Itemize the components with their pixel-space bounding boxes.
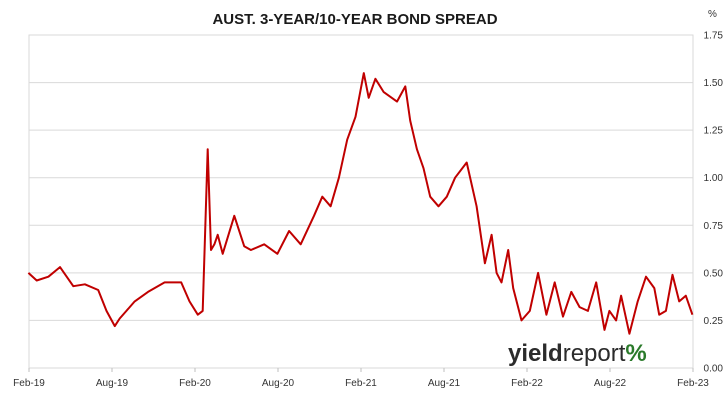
y-tick-label: 0.50	[704, 268, 724, 279]
y-axis: 0.00 0.25 0.50 0.75 1.00 1.25 1.50 1.75	[704, 31, 724, 375]
x-axis: Feb-19 Aug-19 Feb-20 Aug-20 Feb-21 Aug-21 Feb-…	[13, 368, 709, 389]
x-tick-label: Aug-19	[96, 378, 129, 389]
y-tick-label: 1.00	[704, 173, 724, 184]
y-tick-label: 0.25	[704, 316, 724, 327]
x-tick-label: Feb-23	[677, 378, 709, 389]
y-tick-label: 1.25	[704, 126, 724, 137]
x-tick-label: Aug-20	[262, 378, 295, 389]
y-tick-label: 1.50	[704, 78, 724, 89]
y-tick-label: 0.00	[704, 364, 724, 375]
watermark-logo: yieldreport%	[508, 340, 647, 367]
x-tick-label: Feb-21	[345, 378, 377, 389]
watermark-part2: report	[563, 340, 626, 367]
x-tick-label: Feb-20	[179, 378, 211, 389]
x-tick-label: Feb-19	[13, 378, 45, 389]
series-line-0	[27, 72, 694, 335]
series-layer	[27, 72, 694, 335]
x-tick-label: Feb-22	[511, 378, 543, 389]
watermark-part3: %	[625, 340, 646, 367]
y-unit-label: %	[708, 9, 717, 20]
watermark-part1: yield	[508, 340, 563, 367]
y-tick-label: 1.75	[704, 31, 724, 42]
x-tick-label: Aug-21	[428, 378, 461, 389]
x-tick-label: Aug-22	[594, 378, 627, 389]
y-tick-label: 0.75	[704, 221, 724, 232]
chart-title: AUST. 3-YEAR/10-YEAR BOND SPREAD	[212, 11, 497, 28]
svg-text:yieldreport%: yieldreport%	[508, 340, 647, 367]
